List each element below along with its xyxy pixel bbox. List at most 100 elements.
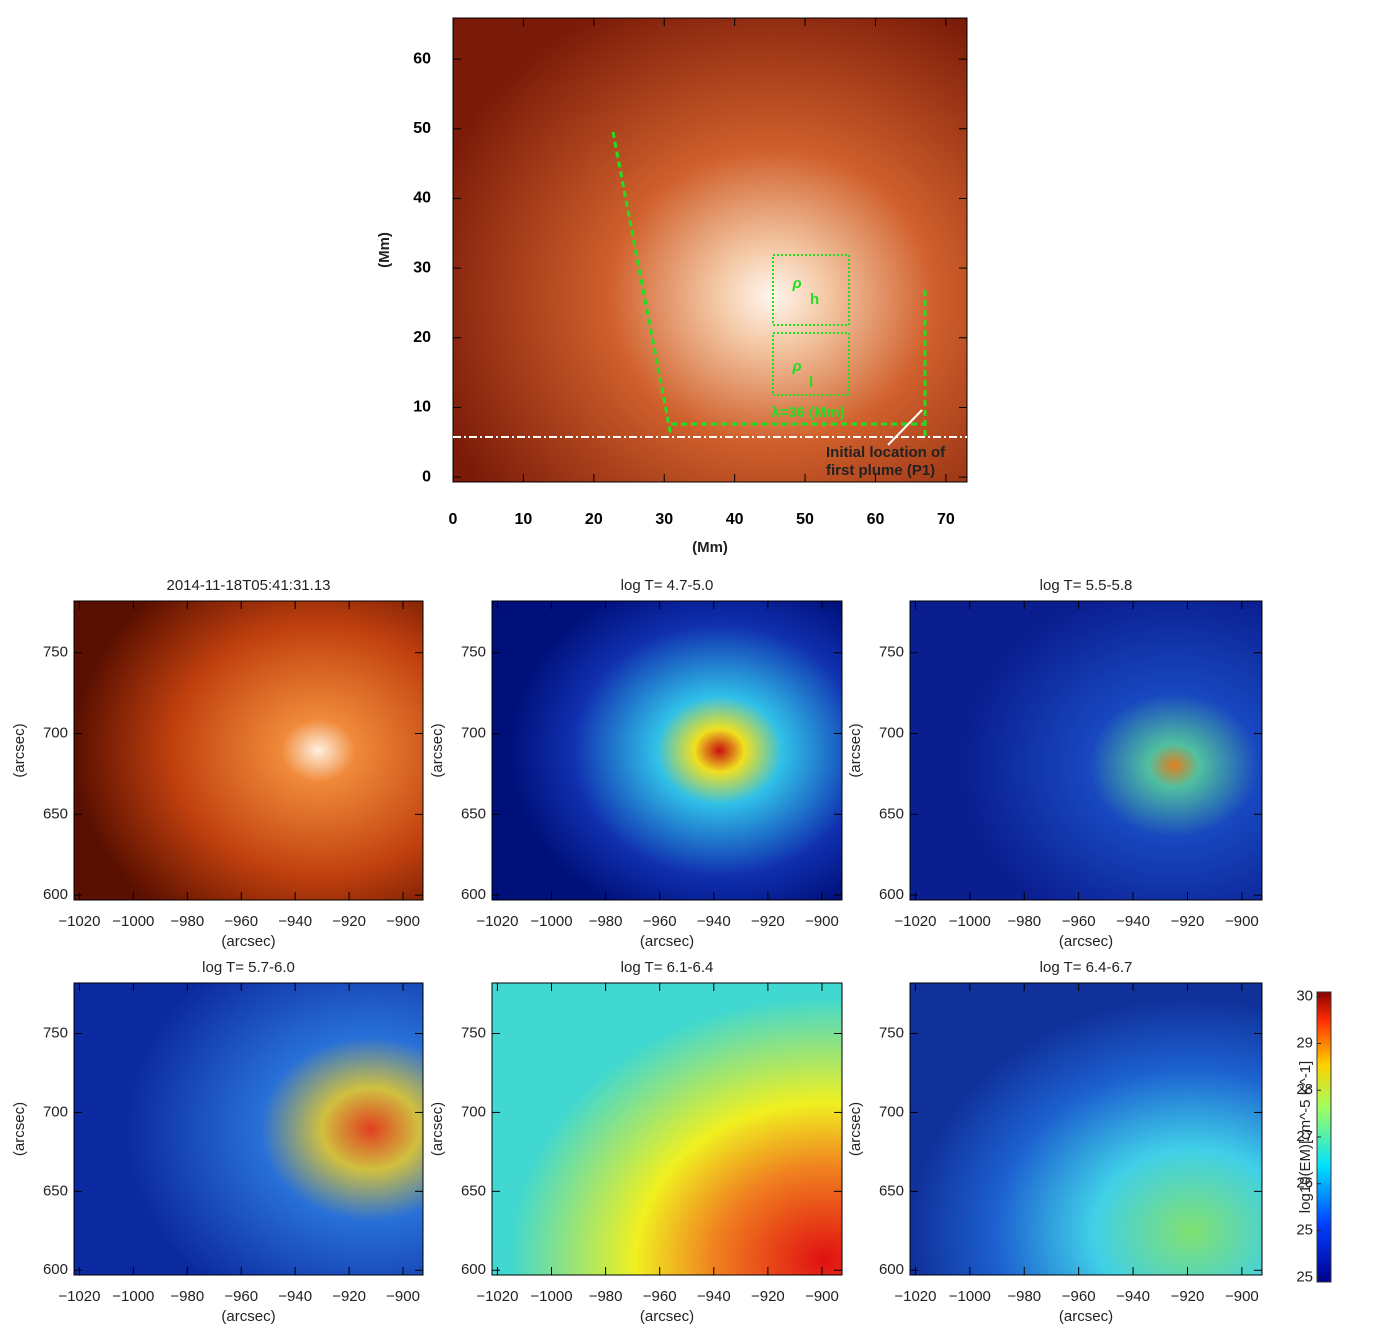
x-tick-label: 0 xyxy=(449,511,458,528)
image xyxy=(910,983,1262,1275)
x-tick-label: −900 xyxy=(805,1288,839,1305)
panel: −1020−1000−980−960−940−920−9006006507007… xyxy=(11,959,423,1325)
annotation: l xyxy=(809,374,813,391)
y-tick-label: 0 xyxy=(422,468,431,485)
y-tick-label: 600 xyxy=(43,886,68,903)
x-tick-label: −900 xyxy=(386,913,420,930)
y-tick-label: 700 xyxy=(879,1103,904,1120)
x-axis-label: (Mm) xyxy=(692,539,728,556)
y-tick-label: 600 xyxy=(461,886,486,903)
y-tick-label: 600 xyxy=(879,1261,904,1278)
x-tick-label: −960 xyxy=(1062,1288,1096,1305)
panel: −1020−1000−980−960−940−920−9006006507007… xyxy=(429,959,842,1325)
y-tick-label: 30 xyxy=(1296,988,1313,1005)
y-tick-label: 600 xyxy=(461,1261,486,1278)
panel-title: log T= 6.1-6.4 xyxy=(621,959,714,976)
panel: −1020−1000−980−960−940−920−9006006507007… xyxy=(847,577,1262,950)
x-tick-label: −1000 xyxy=(530,913,572,930)
panel: −1020−1000−980−960−940−920−9006006507007… xyxy=(11,577,423,950)
x-axis-label: (arcsec) xyxy=(221,1308,275,1325)
image xyxy=(453,18,967,482)
x-tick-label: 10 xyxy=(515,511,533,528)
panel-title: log T= 5.5-5.8 xyxy=(1040,577,1133,594)
x-tick-label: −980 xyxy=(1007,913,1041,930)
x-tick-label: −960 xyxy=(643,913,677,930)
image xyxy=(492,983,842,1275)
figure: 0102030405060700102030405060(Mm)(Mm)λ=36… xyxy=(0,0,1377,1330)
image xyxy=(74,601,423,900)
x-tick-label: −900 xyxy=(805,913,839,930)
y-tick-label: 650 xyxy=(43,805,68,822)
y-tick-label: 25 xyxy=(1296,1222,1313,1239)
panel: −1020−1000−980−960−940−920−9006006507007… xyxy=(847,959,1262,1325)
y-tick-label: 750 xyxy=(43,644,68,661)
x-tick-label: 70 xyxy=(937,511,955,528)
x-tick-label: 30 xyxy=(655,511,673,528)
x-tick-label: 40 xyxy=(726,511,744,528)
y-tick-label: 750 xyxy=(461,1024,486,1041)
x-tick-label: −940 xyxy=(278,1288,312,1305)
y-tick-label: 600 xyxy=(879,886,904,903)
image xyxy=(492,601,842,900)
x-tick-label: −940 xyxy=(1116,1288,1150,1305)
y-tick-label: 25 xyxy=(1296,1268,1313,1285)
x-tick-label: −920 xyxy=(332,913,366,930)
y-tick-label: 700 xyxy=(43,1103,68,1120)
x-tick-label: 20 xyxy=(585,511,603,528)
y-tick-label: 650 xyxy=(461,805,486,822)
y-tick-label: 700 xyxy=(879,724,904,741)
x-tick-label: 60 xyxy=(867,511,885,528)
y-tick-label: 650 xyxy=(879,1182,904,1199)
x-tick-label: −900 xyxy=(1225,1288,1259,1305)
x-tick-label: −1020 xyxy=(476,913,518,930)
y-tick-label: 650 xyxy=(461,1182,486,1199)
y-tick-label: 700 xyxy=(461,1103,486,1120)
y-tick-label: 750 xyxy=(879,644,904,661)
x-tick-label: −940 xyxy=(697,913,731,930)
x-tick-label: −920 xyxy=(751,913,785,930)
x-tick-label: −960 xyxy=(224,1288,258,1305)
x-tick-label: −1000 xyxy=(112,1288,154,1305)
annotation: λ=36 (Mm) xyxy=(771,404,845,421)
x-axis-label: (arcsec) xyxy=(1059,1308,1113,1325)
x-tick-label: −960 xyxy=(643,1288,677,1305)
x-tick-label: −1020 xyxy=(476,1288,518,1305)
x-tick-label: −940 xyxy=(697,1288,731,1305)
x-tick-label: −1020 xyxy=(894,913,936,930)
y-tick-label: 750 xyxy=(879,1024,904,1041)
x-tick-label: −900 xyxy=(386,1288,420,1305)
y-axis-label: (arcsec) xyxy=(11,723,28,777)
panel-title: 2014-11-18T05:41:31.13 xyxy=(166,577,330,594)
y-axis-label: (arcsec) xyxy=(847,1102,864,1156)
x-axis-label: (arcsec) xyxy=(221,933,275,950)
x-tick-label: −940 xyxy=(1116,913,1150,930)
y-tick-label: 650 xyxy=(43,1182,68,1199)
y-axis-label: (arcsec) xyxy=(11,1102,28,1156)
y-tick-label: 50 xyxy=(413,120,431,137)
annotation: h xyxy=(810,291,819,308)
annotation: ρ xyxy=(791,275,801,292)
x-tick-label: −980 xyxy=(589,913,623,930)
y-axis-label: (arcsec) xyxy=(429,723,446,777)
x-tick-label: 50 xyxy=(796,511,814,528)
y-tick-label: 650 xyxy=(879,805,904,822)
y-tick-label: 700 xyxy=(461,724,486,741)
y-tick-label: 750 xyxy=(43,1024,68,1041)
y-tick-label: 20 xyxy=(413,329,431,346)
x-tick-label: −980 xyxy=(170,913,204,930)
x-tick-label: −980 xyxy=(589,1288,623,1305)
x-tick-label: −980 xyxy=(170,1288,204,1305)
y-tick-label: 700 xyxy=(43,724,68,741)
y-tick-label: 600 xyxy=(43,1261,68,1278)
panel-title: log T= 4.7-5.0 xyxy=(621,577,714,594)
y-tick-label: 10 xyxy=(413,399,431,416)
y-tick-label: 40 xyxy=(413,190,431,207)
x-tick-label: −1020 xyxy=(58,913,100,930)
x-tick-label: −1020 xyxy=(894,1288,936,1305)
y-axis-label: log10(EM)[cm^-5 K^-1] xyxy=(1297,1061,1314,1213)
x-tick-label: −960 xyxy=(1062,913,1096,930)
x-tick-label: −940 xyxy=(278,913,312,930)
x-tick-label: −900 xyxy=(1225,913,1259,930)
